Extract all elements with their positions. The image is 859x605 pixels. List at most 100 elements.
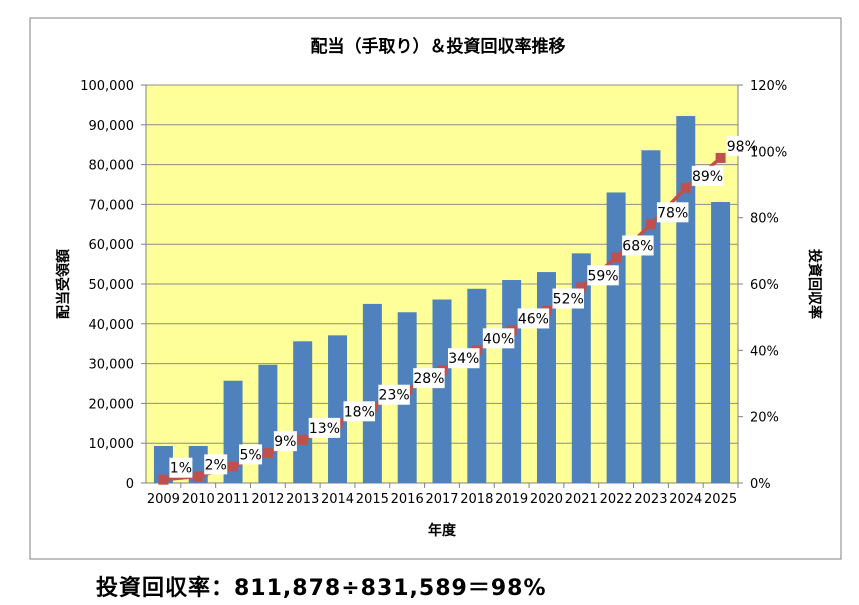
bar bbox=[711, 202, 731, 483]
data-label-bg bbox=[273, 431, 297, 452]
right-axis-label: 投資回収率 bbox=[806, 249, 823, 319]
line-marker bbox=[228, 461, 239, 472]
left-tick-label: 90,000 bbox=[89, 119, 135, 134]
left-tick-label: 80,000 bbox=[89, 159, 135, 174]
line-series: 1% 2% 5% 9% 13%18%23%28%34%40%46%52%59%68% 78… bbox=[158, 135, 759, 485]
x-tick-label: 2018 bbox=[460, 492, 493, 507]
data-label-bg bbox=[378, 384, 410, 405]
x-tick-label: 2015 bbox=[356, 492, 389, 507]
data-label-bg bbox=[552, 288, 584, 309]
x-axis-label: 年度 bbox=[428, 522, 457, 539]
bar bbox=[362, 303, 382, 483]
chart-title: 配当（手取り）＆投資回収率推移 bbox=[311, 36, 566, 57]
data-label-bg bbox=[517, 308, 550, 329]
data-label: 98% bbox=[727, 139, 758, 155]
data-label: 40% bbox=[483, 331, 514, 347]
data-label-bg bbox=[656, 202, 689, 223]
x-tick-label: 2011 bbox=[217, 492, 250, 507]
left-tick-label: 30,000 bbox=[89, 358, 135, 373]
line-marker bbox=[715, 152, 726, 163]
left-tick-label: 20,000 bbox=[89, 397, 135, 412]
line-marker bbox=[297, 434, 308, 445]
bar bbox=[606, 192, 626, 483]
data-label-bg bbox=[587, 265, 619, 286]
x-tick-label: 2017 bbox=[425, 492, 458, 507]
data-label-bg bbox=[448, 348, 480, 369]
data-label: 5% bbox=[239, 447, 261, 463]
data-label: 68% bbox=[622, 238, 653, 254]
data-label-bg bbox=[726, 135, 759, 156]
x-tick-label: 2021 bbox=[565, 492, 598, 507]
left-tick-label: 70,000 bbox=[89, 198, 135, 213]
data-label: 23% bbox=[379, 388, 410, 404]
x-tick-label: 2012 bbox=[251, 492, 284, 507]
left-tick-label: 50,000 bbox=[89, 278, 135, 293]
line-marker bbox=[193, 471, 204, 482]
data-label-bg bbox=[239, 444, 263, 465]
bar bbox=[258, 364, 278, 483]
x-tick-label: 2013 bbox=[286, 492, 319, 507]
bar bbox=[293, 341, 313, 483]
left-tick-label: 40,000 bbox=[89, 318, 135, 333]
data-label: 9% bbox=[274, 434, 296, 450]
data-label: 89% bbox=[692, 169, 723, 185]
data-label: 2% bbox=[205, 457, 227, 473]
left-axis-label: 配当受領額 bbox=[55, 249, 72, 319]
x-tick-label: 2025 bbox=[704, 492, 737, 507]
line-marker bbox=[158, 474, 169, 485]
data-label-bg bbox=[482, 328, 515, 349]
right-tick-label: 0% bbox=[750, 477, 771, 492]
data-label: 18% bbox=[344, 404, 375, 420]
data-label-bg bbox=[691, 165, 724, 186]
x-tick-label: 2024 bbox=[669, 492, 702, 507]
left-axis-ticks: 0 10,000 20,000 30,000 40,000 50,000 60,000 70,… bbox=[80, 79, 146, 492]
line-marker bbox=[680, 182, 691, 193]
right-tick-label: 20% bbox=[750, 411, 779, 426]
data-label-bg bbox=[204, 454, 228, 475]
bar bbox=[571, 253, 591, 483]
data-label-bg bbox=[169, 457, 193, 478]
right-tick-label: 40% bbox=[750, 344, 779, 359]
right-tick-label: 80% bbox=[750, 212, 779, 227]
x-tick-label: 2020 bbox=[530, 492, 563, 507]
line-marker bbox=[576, 282, 587, 293]
x-tick-label: 2019 bbox=[495, 492, 528, 507]
x-tick-label: 2023 bbox=[634, 492, 667, 507]
data-label: 34% bbox=[448, 351, 479, 367]
data-label-bg bbox=[622, 235, 654, 256]
data-label: 59% bbox=[587, 268, 618, 284]
right-tick-label: 60% bbox=[750, 278, 779, 293]
right-tick-label: 120% bbox=[750, 79, 787, 94]
data-label-bg bbox=[308, 417, 341, 438]
x-tick-label: 2016 bbox=[391, 492, 424, 507]
x-tick-label: 2009 bbox=[147, 492, 180, 507]
left-tick-label: 100,000 bbox=[80, 79, 134, 94]
data-label-bg bbox=[413, 368, 445, 389]
data-label: 46% bbox=[518, 311, 549, 327]
left-tick-label: 60,000 bbox=[89, 238, 135, 253]
bar bbox=[153, 445, 173, 483]
x-tick-label: 2014 bbox=[321, 492, 354, 507]
left-tick-label: 10,000 bbox=[89, 437, 135, 452]
footer-formula: 投資回収率：811,878÷831,589＝98% bbox=[96, 576, 547, 601]
bar bbox=[467, 288, 487, 483]
right-axis-ticks: 0% 20% 40% 60% 80% 100% 120% bbox=[738, 79, 787, 492]
data-label: 78% bbox=[657, 205, 688, 221]
x-axis-ticks: 2009 2010 2011 2012 2013 2014 2015 2016 2017 2018… bbox=[147, 483, 739, 507]
x-tick-label: 2010 bbox=[182, 492, 215, 507]
data-label: 13% bbox=[309, 421, 340, 437]
data-label: 1% bbox=[170, 461, 192, 477]
x-tick-label: 2022 bbox=[600, 492, 633, 507]
data-label: 28% bbox=[413, 371, 444, 387]
bar bbox=[641, 150, 661, 483]
line-marker bbox=[611, 252, 622, 263]
data-label-bg bbox=[343, 401, 376, 422]
chart: 配当（手取り）＆投資回収率推移 1% 2%5%9%13%18%23%28%34%4… bbox=[29, 17, 842, 560]
bar bbox=[432, 299, 452, 483]
bar bbox=[328, 335, 348, 483]
data-label: 52% bbox=[553, 292, 584, 308]
line-marker bbox=[262, 448, 273, 459]
line-marker bbox=[645, 219, 656, 230]
bar bbox=[223, 380, 243, 483]
right-tick-label: 100% bbox=[750, 145, 787, 160]
